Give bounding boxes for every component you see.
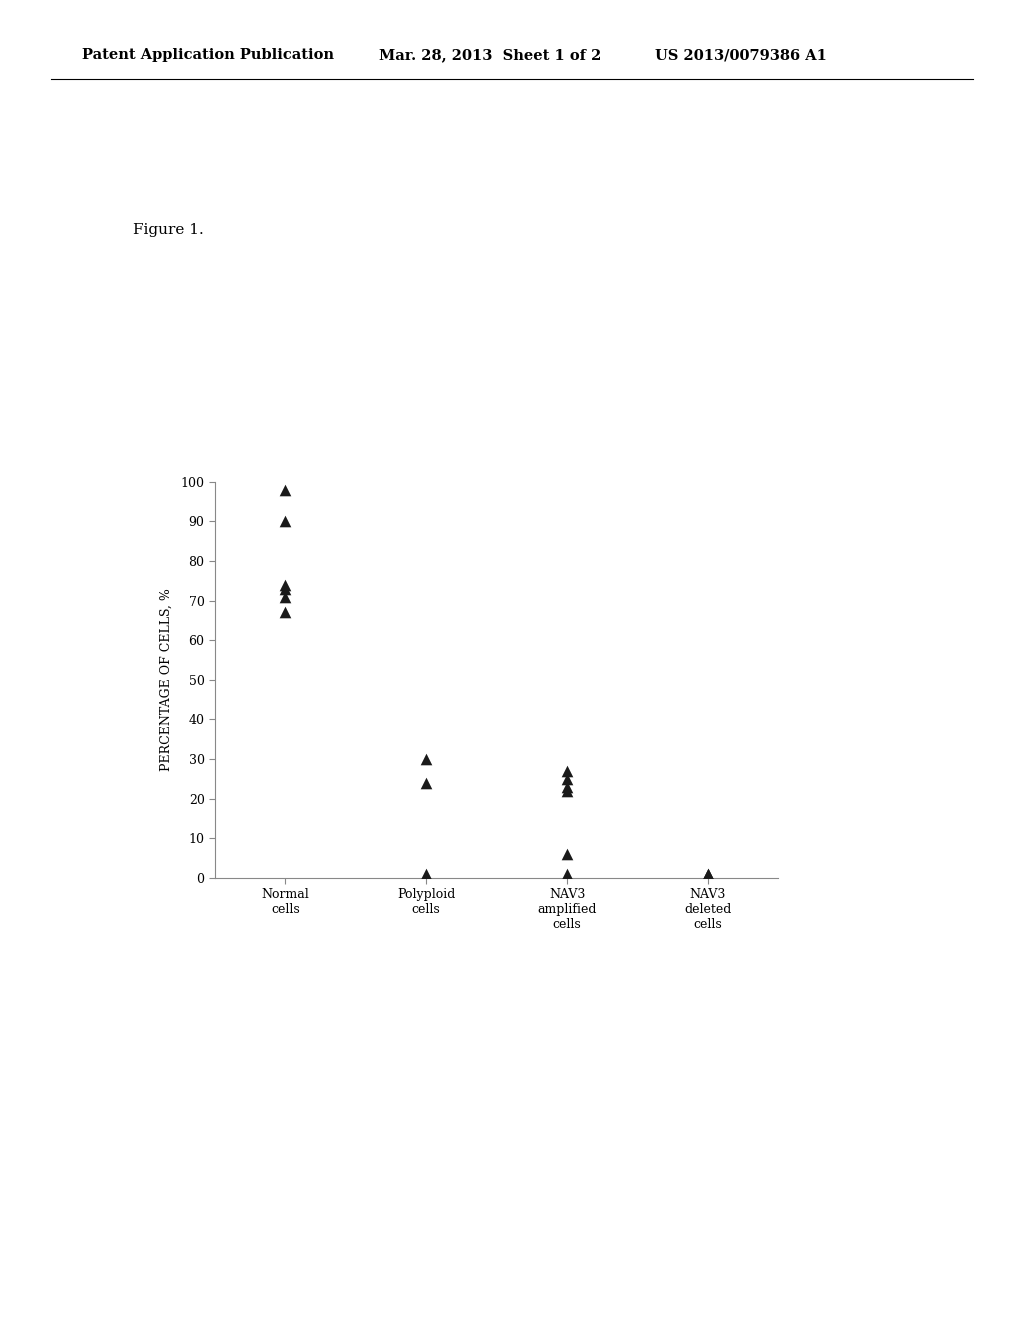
Point [559, 760, 575, 781]
Text: Mar. 28, 2013  Sheet 1 of 2: Mar. 28, 2013 Sheet 1 of 2 [379, 49, 601, 62]
Point [699, 863, 716, 884]
Point [278, 574, 294, 595]
Point [278, 602, 294, 623]
Point [418, 772, 434, 793]
Text: Figure 1.: Figure 1. [133, 223, 204, 236]
Point [559, 768, 575, 789]
Point [559, 843, 575, 865]
Point [278, 511, 294, 532]
Point [559, 776, 575, 797]
Text: Patent Application Publication: Patent Application Publication [82, 49, 334, 62]
Point [278, 586, 294, 607]
Point [418, 748, 434, 770]
Point [559, 780, 575, 801]
Point [278, 578, 294, 599]
Point [559, 863, 575, 884]
Text: US 2013/0079386 A1: US 2013/0079386 A1 [655, 49, 827, 62]
Y-axis label: PERCENTAGE OF CELLS, %: PERCENTAGE OF CELLS, % [160, 589, 172, 771]
Point [699, 863, 716, 884]
Point [418, 863, 434, 884]
Point [278, 479, 294, 500]
